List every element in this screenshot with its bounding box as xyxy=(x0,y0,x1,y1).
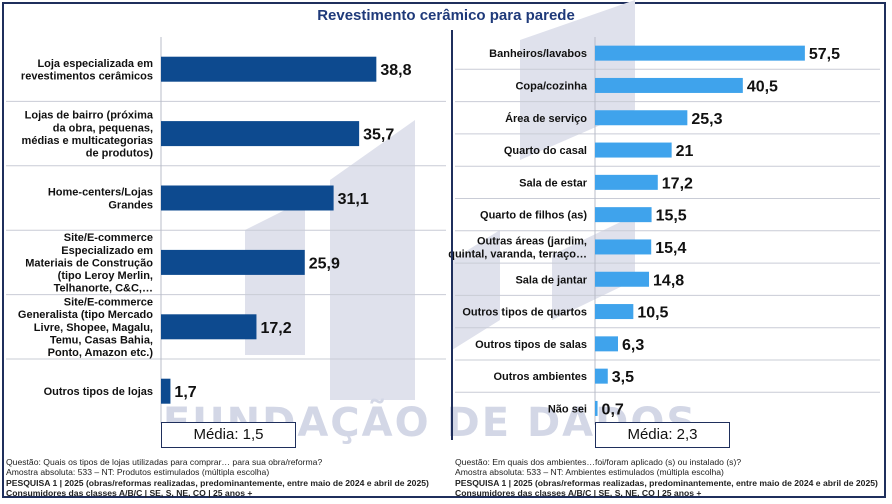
footnote-right: Questão: Em quais dos ambientes…foi/fora… xyxy=(455,457,878,499)
value-label-left-6: 1,7 xyxy=(174,384,196,401)
value-label-right-3: 25,3 xyxy=(691,111,722,128)
value-label-left-4: 25,9 xyxy=(309,255,340,272)
category-label-left-6: Outros tipos de lojas xyxy=(44,386,153,398)
category-label-left-4-line-4: (tipo Leroy Merlin, xyxy=(58,270,153,282)
value-label-right-4: 21 xyxy=(676,143,694,160)
footnote-left-sample: Amostra absoluta: 533 – NT: Produtos est… xyxy=(6,467,270,478)
value-label-right-5: 17,2 xyxy=(662,175,693,192)
category-label-left-5-line-4: Temu, Casas Bahia, xyxy=(50,334,153,346)
footnote-right-audience: Consumidores das classes A/B/C | SE, S, … xyxy=(455,488,702,499)
category-label-right-4: Quarto do casal xyxy=(504,145,587,157)
value-label-right-2: 40,5 xyxy=(747,78,778,95)
mean-left-box: Média: 1,5 xyxy=(161,422,296,448)
bar-right-2 xyxy=(595,77,743,93)
category-label-right-2: Copa/cozinha xyxy=(515,80,587,92)
value-label-left-3: 31,1 xyxy=(338,191,369,208)
category-label-left-2-line-3: médias e multicategorias xyxy=(22,135,153,147)
category-label-left-2-line-2: da obra, pequenas, xyxy=(53,122,153,134)
bar-right-5 xyxy=(595,174,658,190)
category-label-left-5-line-5: Ponto, Amazon etc.) xyxy=(48,347,154,359)
bar-right-7 xyxy=(595,239,652,255)
bar-left-3 xyxy=(161,185,334,211)
category-label-left-2-line-4: de produtos) xyxy=(86,148,154,160)
category-label-left-3-line-1: Home-centers/Lojas xyxy=(48,187,153,199)
bar-right-10 xyxy=(595,336,618,352)
value-label-left-2: 35,7 xyxy=(363,127,394,144)
category-label-right-7-line-2: quintal, varanda, terraço… xyxy=(448,248,587,260)
category-label-left-1-line-1: Loja especializada em xyxy=(37,58,153,70)
category-label-left-5-line-3: Livre, Shopee, Magalu, xyxy=(34,322,153,334)
page-title: Revestimento cerâmico para parede xyxy=(317,7,575,24)
value-label-left-1: 38,8 xyxy=(380,62,411,79)
value-label-right-8: 14,8 xyxy=(653,272,684,289)
category-label-left-4-line-3: Materiais de Construção xyxy=(25,257,153,269)
category-label-right-3: Área de serviço xyxy=(505,112,587,125)
bar-right-6 xyxy=(595,207,652,223)
footnote-left-question: Questão: Quais os tipos de lojas utiliza… xyxy=(6,457,323,467)
value-label-right-7: 15,4 xyxy=(655,240,686,257)
category-label-right-7-line-1: Outras áreas (jardim, xyxy=(477,236,587,248)
footnote-right-sample: Amostra absoluta: 533 – NT: Ambientes es… xyxy=(455,467,724,478)
slide-frame xyxy=(2,2,886,498)
category-label-right-10: Outros tipos de salas xyxy=(475,339,587,351)
bar-left-1 xyxy=(161,56,377,82)
bar-right-8 xyxy=(595,271,650,287)
category-label-right-12: Não sei xyxy=(548,403,587,415)
vertical-divider xyxy=(451,30,453,440)
category-label-left-4-line-1: Site/E-commerce xyxy=(64,232,153,244)
footnote-left: Questão: Quais os tipos de lojas utiliza… xyxy=(6,457,429,499)
category-label-left-2-line-1: Lojas de bairro (próxima xyxy=(25,110,154,122)
bar-right-9 xyxy=(595,304,634,320)
category-label-left-3-line-2: Grandes xyxy=(108,199,153,211)
bar-left-2 xyxy=(161,121,360,147)
value-label-right-10: 6,3 xyxy=(622,337,644,354)
value-label-left-5: 17,2 xyxy=(260,320,291,337)
bar-right-12 xyxy=(595,400,598,416)
category-label-left-5-line-1: Site/E-commerce xyxy=(64,297,153,309)
value-label-right-1: 57,5 xyxy=(809,46,840,63)
category-label-right-8: Sala de jantar xyxy=(515,274,587,286)
footnote-left-survey: PESQUISA 1 | 2025 (obras/reformas realiz… xyxy=(6,477,429,488)
bar-left-6 xyxy=(161,378,171,404)
bar-right-11 xyxy=(595,368,608,384)
mean-right-box: Média: 2,3 xyxy=(595,422,730,448)
bar-left-5 xyxy=(161,314,257,340)
category-label-left-1-line-2: revestimentos cerâmicos xyxy=(21,71,153,83)
value-label-right-11: 3,5 xyxy=(612,369,634,386)
value-label-right-9: 10,5 xyxy=(637,305,668,322)
footnote-right-question: Questão: Em quais dos ambientes…foi/fora… xyxy=(455,457,742,467)
category-label-left-4-line-2: Especializado em xyxy=(61,245,153,257)
category-label-left-4-line-5: Telhanorte, C&C,… xyxy=(54,283,153,295)
bar-left-4 xyxy=(161,249,305,275)
category-label-right-6: Quarto de filhos (as) xyxy=(480,210,587,222)
category-label-right-11: Outros ambientes xyxy=(493,371,587,383)
category-label-right-9: Outros tipos de quartos xyxy=(462,307,587,319)
category-label-left-5-line-2: Generalista (tipo Mercado xyxy=(18,309,153,321)
bar-right-3 xyxy=(595,110,688,126)
bar-right-4 xyxy=(595,142,672,158)
value-label-right-6: 15,5 xyxy=(656,208,687,225)
value-label-right-12: 0,7 xyxy=(602,401,624,418)
category-label-right-5: Sala de estar xyxy=(519,177,588,189)
bar-right-1 xyxy=(595,45,805,61)
footnote-left-audience: Consumidores das classes A/B/C | SE, S, … xyxy=(6,488,253,499)
category-label-right-1: Banheiros/lavabos xyxy=(489,48,587,60)
footnote-right-survey: PESQUISA 1 | 2025 (obras/reformas realiz… xyxy=(455,477,878,488)
